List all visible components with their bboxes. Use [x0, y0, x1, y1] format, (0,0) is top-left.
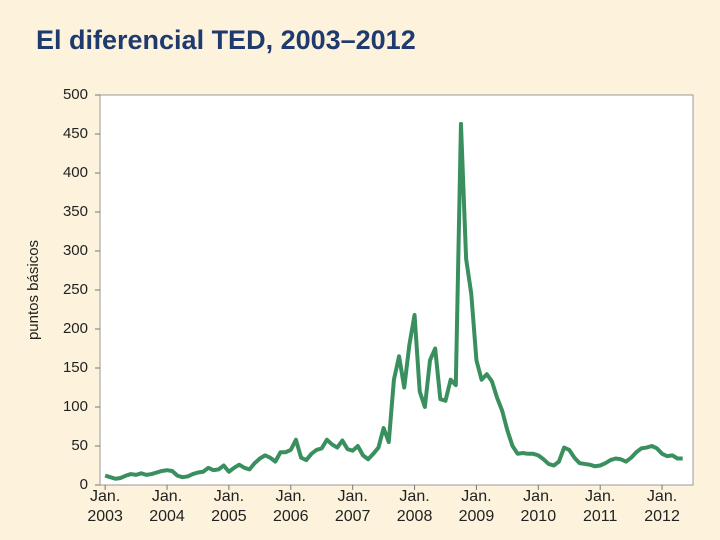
y-tick-label: 0 — [80, 476, 88, 493]
y-tick-label: 150 — [63, 359, 88, 376]
y-tick-label: 400 — [63, 164, 88, 181]
x-tick-label: Jan. 2006 — [272, 488, 309, 525]
x-tick-label: Jan. 2011 — [582, 488, 618, 525]
y-tick-label: 350 — [63, 203, 88, 220]
x-tick-label: Jan. 2008 — [396, 488, 433, 525]
x-tick-label: Jan. 2003 — [87, 488, 123, 525]
y-tick-label: 50 — [71, 437, 88, 454]
y-tick-label: 100 — [63, 398, 88, 415]
chart-title: El diferencial TED, 2003–2012 — [36, 25, 416, 55]
y-axis-label: puntos básicos — [25, 240, 42, 340]
y-tick-label: 500 — [63, 86, 88, 103]
y-tick-label: 450 — [63, 125, 88, 142]
y-tick-label: 200 — [63, 320, 88, 337]
x-tick-label: Jan. 2010 — [520, 488, 557, 525]
y-tick-label: 250 — [63, 281, 88, 298]
x-tick-label: Jan. 2007 — [334, 488, 371, 525]
plot-area — [99, 94, 694, 486]
x-tick-label: Jan. 2009 — [458, 488, 495, 525]
x-tick-label: Jan. 2005 — [211, 488, 247, 525]
x-tick-label: Jan. 2004 — [149, 488, 185, 525]
data-line — [104, 121, 683, 481]
x-tick-label: Jan. 2012 — [644, 488, 680, 525]
y-tick-label: 300 — [63, 242, 88, 259]
